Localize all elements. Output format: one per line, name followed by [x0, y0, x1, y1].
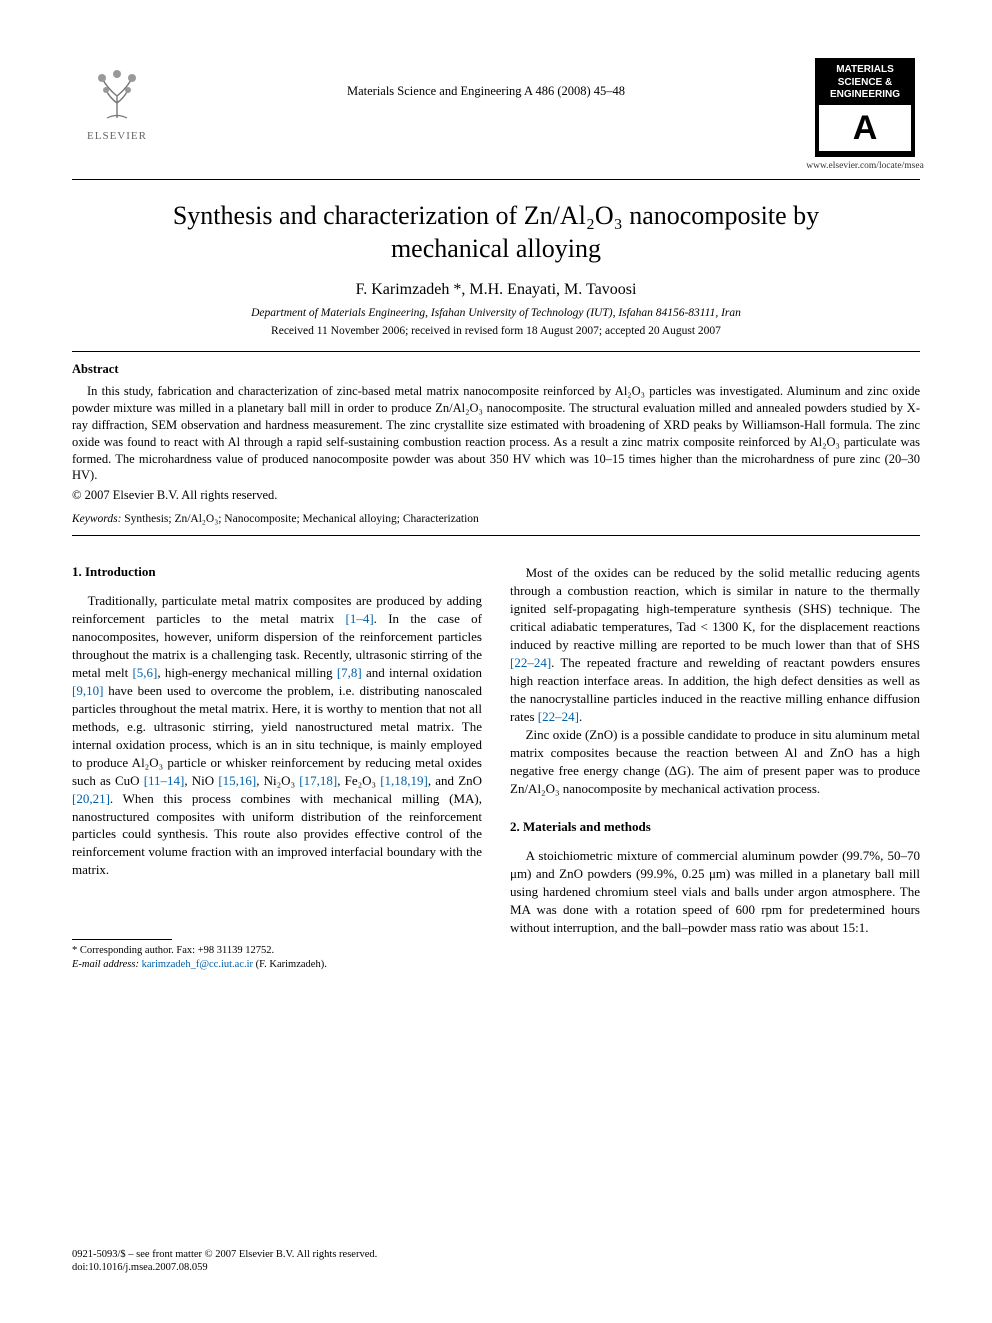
citation[interactable]: [17,18]	[299, 773, 337, 788]
footnote-email[interactable]: karimzadeh_f@cc.iut.ac.ir	[142, 959, 253, 970]
citation[interactable]: [22–24]	[538, 709, 579, 724]
authors: F. Karimzadeh *, M.H. Enayati, M. Tavoos…	[72, 281, 920, 299]
footer-line2: doi:10.1016/j.msea.2007.08.059	[72, 1261, 377, 1275]
rule-above-abstract	[72, 351, 920, 352]
abstract-body: In this study, fabrication and character…	[72, 383, 920, 484]
abstract-copyright: © 2007 Elsevier B.V. All rights reserved…	[72, 488, 920, 503]
page-footer: 0921-5093/$ – see front matter © 2007 El…	[72, 1248, 377, 1275]
footnote-email-label: E-mail address:	[72, 959, 139, 970]
elsevier-tree-icon	[82, 58, 152, 128]
journal-badge-line2: SCIENCE &	[838, 77, 892, 88]
citation[interactable]: [1–4]	[345, 611, 373, 626]
journal-logo: MATERIALS SCIENCE & ENGINEERING A www.el…	[810, 58, 920, 171]
intro-paragraph-3: Zinc oxide (ZnO) is a possible candidate…	[510, 726, 920, 798]
body-columns: 1. Introduction Traditionally, particula…	[72, 564, 920, 971]
corresponding-author-footnote: * Corresponding author. Fax: +98 31139 1…	[72, 944, 482, 971]
publisher-logo: ELSEVIER	[72, 58, 162, 142]
publisher-name: ELSEVIER	[87, 130, 147, 142]
journal-badge-line1: MATERIALS	[836, 64, 894, 75]
citation[interactable]: [1,18,19]	[380, 773, 428, 788]
article-dates: Received 11 November 2006; received in r…	[72, 325, 920, 337]
footnote-rule	[72, 939, 172, 940]
rule-below-keywords	[72, 535, 920, 536]
citation[interactable]: [15,16]	[218, 773, 256, 788]
citation[interactable]: [9,10]	[72, 683, 103, 698]
section-heading-intro: 1. Introduction	[72, 564, 482, 580]
citation[interactable]: [11–14]	[144, 773, 185, 788]
citation[interactable]: [7,8]	[337, 665, 362, 680]
citation[interactable]: [5,6]	[132, 665, 157, 680]
abstract-heading: Abstract	[72, 362, 920, 377]
right-column: Most of the oxides can be reduced by the…	[510, 564, 920, 971]
footer-line1: 0921-5093/$ – see front matter © 2007 El…	[72, 1248, 377, 1262]
citation[interactable]: [20,21]	[72, 791, 110, 806]
citation[interactable]: [22–24]	[510, 655, 551, 670]
journal-badge: MATERIALS SCIENCE & ENGINEERING A	[815, 58, 915, 157]
methods-paragraph: A stoichiometric mixture of commercial a…	[510, 847, 920, 937]
keywords-label: Keywords:	[72, 513, 121, 525]
footnote-corr: * Corresponding author. Fax: +98 31139 1…	[72, 944, 482, 958]
article-title: Synthesis and characterization of Zn/Al₂…	[112, 200, 880, 265]
journal-badge-line3: ENGINEERING	[830, 89, 900, 100]
keywords-text: Synthesis; Zn/Al₂O₃; Nanocomposite; Mech…	[124, 513, 479, 525]
section-heading-methods: 2. Materials and methods	[510, 819, 920, 835]
left-column: 1. Introduction Traditionally, particula…	[72, 564, 482, 971]
rule-top	[72, 179, 920, 180]
journal-url: www.elsevier.com/locate/msea	[806, 161, 924, 171]
header-row: ELSEVIER Materials Science and Engineeri…	[72, 58, 920, 171]
keywords: Keywords: Synthesis; Zn/Al₂O₃; Nanocompo…	[72, 513, 920, 525]
intro-paragraph-2: Most of the oxides can be reduced by the…	[510, 564, 920, 725]
intro-paragraph: Traditionally, particulate metal matrix …	[72, 592, 482, 879]
footnote-email-suffix: (F. Karimzadeh).	[256, 959, 327, 970]
journal-reference: Materials Science and Engineering A 486 …	[162, 58, 810, 99]
journal-badge-letter: A	[819, 105, 911, 152]
affiliation: Department of Materials Engineering, Isf…	[72, 307, 920, 319]
